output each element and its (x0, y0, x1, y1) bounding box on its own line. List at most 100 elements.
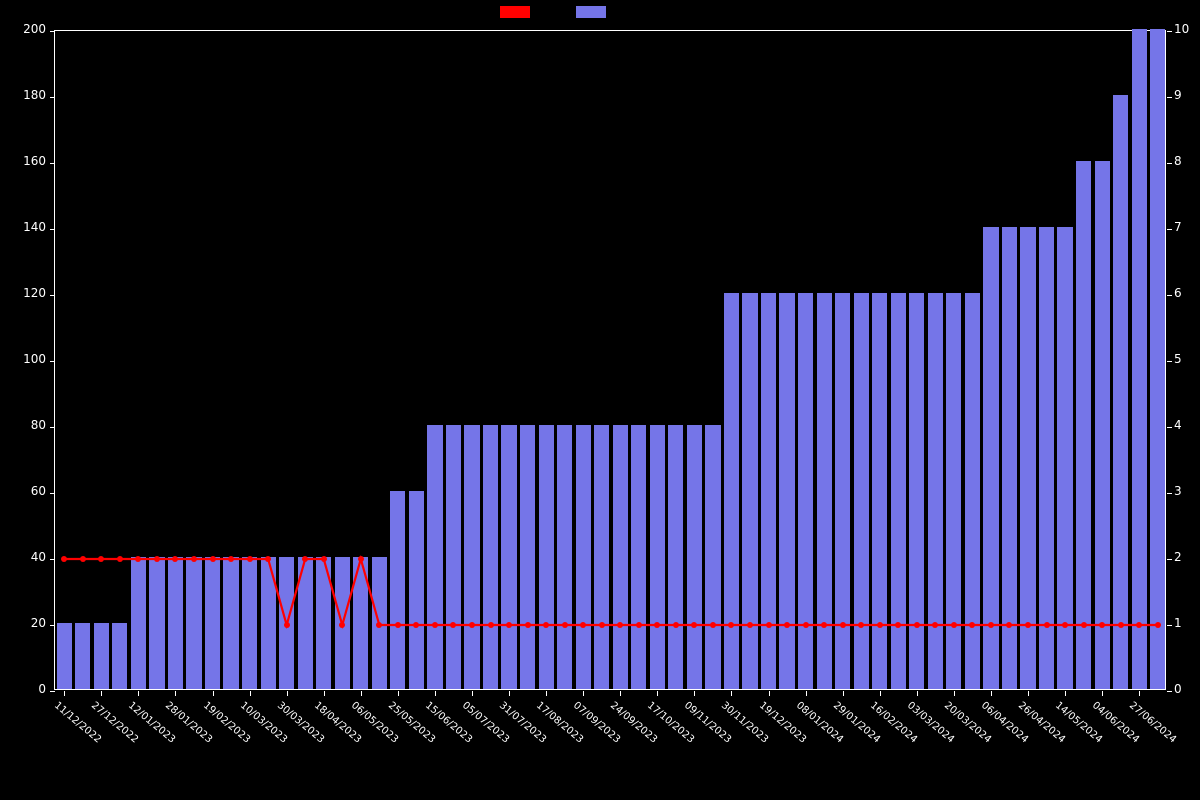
x-tick (1139, 691, 1140, 696)
x-tick (806, 691, 807, 696)
y-right-label: 5 (1174, 352, 1182, 366)
line-marker (969, 622, 975, 628)
x-tick (435, 691, 436, 696)
y-left-label: 120 (6, 286, 46, 300)
legend-bar-swatch (576, 6, 606, 18)
x-tick (509, 691, 510, 696)
line-marker (858, 622, 864, 628)
legend-item (500, 6, 536, 18)
line-marker (228, 556, 234, 562)
y-left-label: 140 (6, 220, 46, 234)
y-right-tick (1167, 691, 1172, 692)
x-tick (138, 691, 139, 696)
line-marker (413, 622, 419, 628)
line-marker (914, 622, 920, 628)
line-marker (1044, 622, 1050, 628)
x-tick (1028, 691, 1029, 696)
x-tick (583, 691, 584, 696)
x-tick (361, 691, 362, 696)
line-marker (525, 622, 531, 628)
x-tick (250, 691, 251, 696)
line-marker (284, 622, 290, 628)
y-right-label: 0 (1174, 682, 1182, 696)
y-right-tick (1167, 427, 1172, 428)
x-tick (880, 691, 881, 696)
x-tick (472, 691, 473, 696)
line-marker (98, 556, 104, 562)
x-tick (620, 691, 621, 696)
line-marker (636, 622, 642, 628)
y-right-label: 7 (1174, 220, 1182, 234)
legend (500, 6, 612, 18)
y-left-label: 100 (6, 352, 46, 366)
line-marker (691, 622, 697, 628)
line-marker (1136, 622, 1142, 628)
y-right-tick (1167, 229, 1172, 230)
y-right-tick (1167, 559, 1172, 560)
x-tick (657, 691, 658, 696)
line-marker (61, 556, 67, 562)
line-marker (135, 556, 141, 562)
line-marker (580, 622, 586, 628)
line-marker (951, 622, 957, 628)
line-marker (728, 622, 734, 628)
y-left-label: 160 (6, 154, 46, 168)
line-marker (1099, 622, 1105, 628)
line-marker (265, 556, 271, 562)
line-marker (1118, 622, 1124, 628)
line-marker (803, 622, 809, 628)
line-marker (821, 622, 827, 628)
y-right-tick (1167, 625, 1172, 626)
line-marker (117, 556, 123, 562)
y-right-label: 8 (1174, 154, 1182, 168)
line-marker (1006, 622, 1012, 628)
y-left-label: 180 (6, 88, 46, 102)
line-marker (395, 622, 401, 628)
x-tick (731, 691, 732, 696)
line-marker (302, 556, 308, 562)
y-left-label: 20 (6, 616, 46, 630)
x-tick (769, 691, 770, 696)
line-marker (506, 622, 512, 628)
y-right-label: 6 (1174, 286, 1182, 300)
line-marker (617, 622, 623, 628)
x-tick (546, 691, 547, 696)
line-marker (469, 622, 475, 628)
line-marker (321, 556, 327, 562)
legend-line-swatch (500, 6, 530, 18)
x-tick (398, 691, 399, 696)
x-tick (324, 691, 325, 696)
legend-item (576, 6, 612, 18)
line-marker (376, 622, 382, 628)
line-marker (488, 622, 494, 628)
line-marker (247, 556, 253, 562)
line-marker (339, 622, 345, 628)
x-tick (694, 691, 695, 696)
line-series (55, 31, 1167, 691)
x-tick (213, 691, 214, 696)
x-tick (843, 691, 844, 696)
y-left-tick (50, 691, 55, 692)
x-tick (64, 691, 65, 696)
y-right-tick (1167, 361, 1172, 362)
line-marker (895, 622, 901, 628)
line-marker (747, 622, 753, 628)
line-marker (766, 622, 772, 628)
x-tick (101, 691, 102, 696)
line-marker (932, 622, 938, 628)
y-right-label: 9 (1174, 88, 1182, 102)
y-right-tick (1167, 295, 1172, 296)
line-marker (654, 622, 660, 628)
line-marker (432, 622, 438, 628)
plot-area (54, 30, 1166, 690)
line-marker (210, 556, 216, 562)
y-right-label: 3 (1174, 484, 1182, 498)
line-marker (710, 622, 716, 628)
y-right-tick (1167, 493, 1172, 494)
y-left-label: 60 (6, 484, 46, 498)
y-left-label: 40 (6, 550, 46, 564)
line-marker (1155, 622, 1161, 628)
line-marker (543, 622, 549, 628)
x-tick (991, 691, 992, 696)
x-tick (954, 691, 955, 696)
